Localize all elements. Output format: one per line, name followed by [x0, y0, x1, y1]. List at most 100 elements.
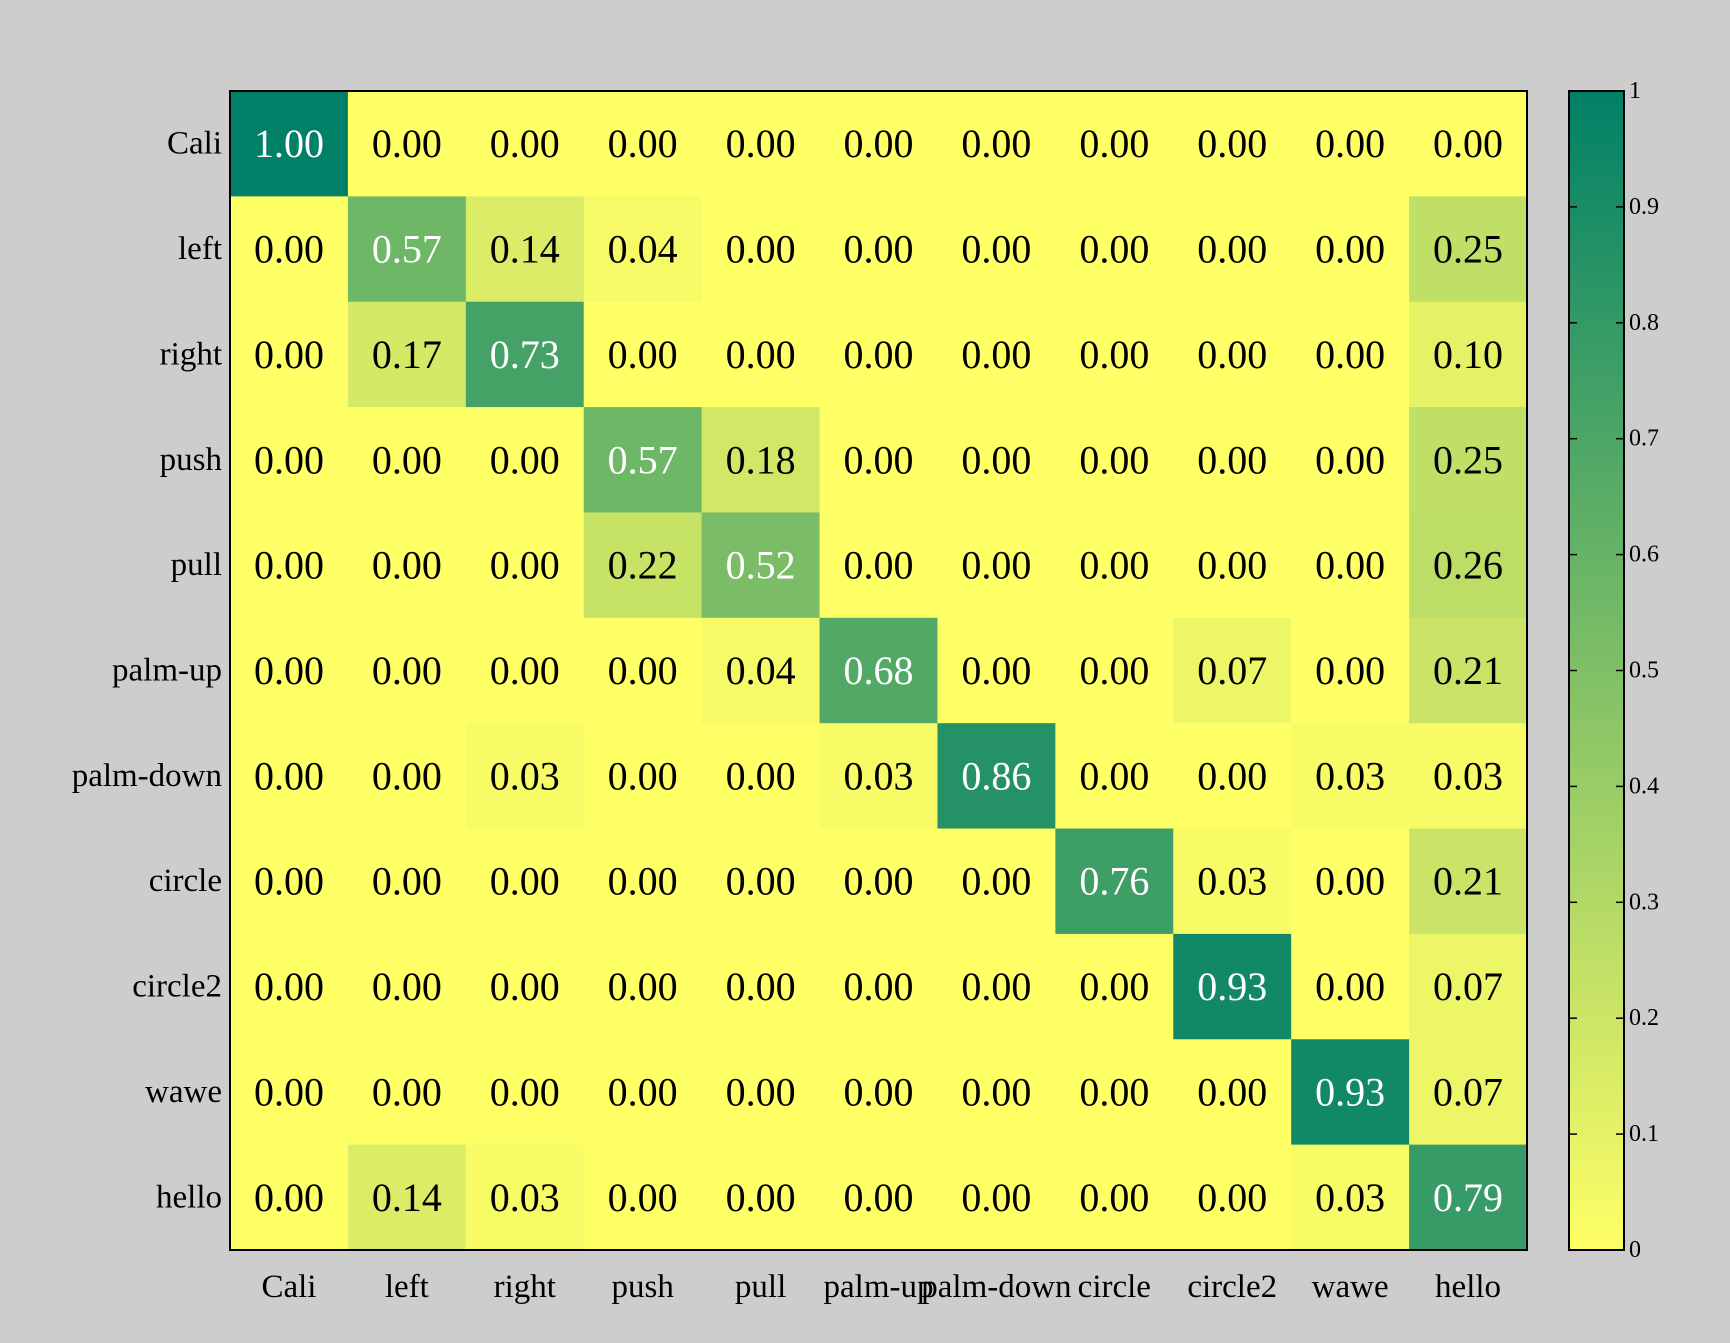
cell-value-label: 0.00: [726, 859, 796, 904]
cell-value-label: 0.00: [372, 648, 442, 693]
heatmap-cell: [465, 1039, 585, 1146]
y-tick-label: left: [178, 231, 222, 267]
colorbar-tick-label: 0.7: [1629, 426, 1659, 452]
cell-value-label: 0.00: [961, 1069, 1031, 1114]
heatmap-cell: [347, 407, 467, 514]
cell-value-label: 0.57: [372, 227, 442, 272]
cell-value-label: 0.57: [608, 437, 678, 482]
heatmap-cell: [1409, 91, 1528, 197]
heatmap-cell: [819, 933, 939, 1040]
heatmap-cell: [347, 196, 467, 303]
cell-value-label: 0.00: [372, 753, 442, 798]
heatmap-cell: [583, 196, 703, 303]
cell-value-label: 0.00: [1079, 964, 1149, 1009]
heatmap-cell: [230, 512, 349, 619]
heatmap-cell: [819, 91, 939, 197]
cell-value-label: 0.22: [608, 543, 678, 588]
cell-value-label: 0.00: [726, 227, 796, 272]
heatmap-cell: [819, 1144, 939, 1251]
heatmap-cell: [1409, 828, 1528, 935]
cell-value-label: 0.00: [1079, 753, 1149, 798]
x-tick-label: wawe: [1312, 1269, 1389, 1305]
cell-value-label: 0.76: [1079, 859, 1149, 904]
cell-value-label: 0.93: [1315, 1069, 1385, 1114]
cell-value-label: 0.00: [608, 332, 678, 377]
heatmap-cell: [347, 723, 467, 830]
cell-value-label: 0.00: [490, 648, 560, 693]
heatmap-cell: [1291, 1144, 1410, 1251]
heatmap-cell: [1173, 196, 1292, 303]
heatmap-cell: [1055, 91, 1174, 197]
heatmap-cell: [1409, 1144, 1528, 1251]
heatmap-cell: [701, 1039, 821, 1146]
colorbar-tick-label: 0: [1629, 1237, 1641, 1263]
cell-value-label: 0.00: [254, 753, 324, 798]
colorbar-ticks: 0 0.1 0.2 0.3 0.4 0.5 0.6 0.7 0.8 0.9 1: [1569, 78, 1659, 1263]
heatmap-cell: [230, 301, 349, 408]
cell-value-label: 0.14: [490, 227, 560, 272]
cell-value-label: 0.00: [844, 121, 914, 166]
cell-value-label: 0.00: [961, 964, 1031, 1009]
heatmap-cell: [937, 301, 1056, 408]
cell-value-label: 0.00: [490, 859, 560, 904]
cell-value-label: 0.00: [1315, 437, 1385, 482]
cell-value-label: 0.00: [726, 121, 796, 166]
heatmap-cell: [819, 723, 939, 830]
cell-value-label: 0.00: [844, 332, 914, 377]
cell-value-label: 0.00: [844, 859, 914, 904]
cell-value-label: 0.00: [254, 437, 324, 482]
cell-value-label: 0.07: [1433, 964, 1503, 1009]
colorbar: [1569, 91, 1624, 1250]
y-tick-label: push: [160, 442, 223, 478]
heatmap-cell: [230, 933, 349, 1040]
heatmap-cell: [230, 723, 349, 830]
y-tick-label: hello: [156, 1179, 222, 1215]
heatmap-cell: [937, 91, 1056, 197]
cell-value-label: 0.00: [844, 1175, 914, 1220]
heatmap-cell: [465, 301, 585, 408]
colorbar-tick-label: 1: [1629, 78, 1641, 104]
cell-value-label: 0.00: [961, 121, 1031, 166]
heatmap-cell: [937, 1144, 1056, 1251]
heatmap-cell: [1291, 617, 1410, 724]
colorbar-tick-label: 0.1: [1629, 1121, 1659, 1147]
heatmap-cell: [465, 617, 585, 724]
heatmap-cell: [1173, 301, 1292, 408]
heatmap-cell: [1409, 407, 1528, 514]
y-tick-label: Cali: [167, 126, 222, 162]
cell-value-label: 0.00: [726, 964, 796, 1009]
heatmap-cell: [583, 617, 703, 724]
heatmap-cell: [347, 617, 467, 724]
heatmap-cell: [701, 723, 821, 830]
colorbar-tick-label: 0.9: [1629, 194, 1659, 220]
cell-value-label: 0.00: [254, 227, 324, 272]
heatmap-cell: [230, 1144, 349, 1251]
cell-value-label: 0.00: [490, 543, 560, 588]
cell-value-label: 0.00: [1315, 543, 1385, 588]
heatmap-cell: [701, 91, 821, 197]
cell-value-label: 0.17: [372, 332, 442, 377]
heatmap-cell: [1173, 512, 1292, 619]
cell-value-label: 0.00: [1433, 121, 1503, 166]
heatmap-cell: [1291, 1039, 1410, 1146]
cell-value-label: 0.00: [608, 121, 678, 166]
heatmap-cell: [1173, 617, 1292, 724]
heatmap-cell: [583, 301, 703, 408]
heatmap-cell: [465, 512, 585, 619]
cell-value-label: 0.25: [1433, 437, 1503, 482]
heatmap-cell: [1409, 196, 1528, 303]
heatmap-cell: [1291, 512, 1410, 619]
heatmap-cell: [819, 617, 939, 724]
heatmap-cell: [1409, 617, 1528, 724]
heatmap-cell: [819, 828, 939, 935]
heatmap-cell: [1055, 301, 1174, 408]
cell-value-label: 0.00: [490, 964, 560, 1009]
heatmap-cell: [701, 933, 821, 1040]
cell-value-label: 0.04: [726, 648, 796, 693]
cell-value-label: 0.00: [961, 543, 1031, 588]
cell-value-label: 0.00: [961, 437, 1031, 482]
cell-value-label: 0.00: [254, 1069, 324, 1114]
heatmap-cell: [1055, 723, 1174, 830]
y-tick-label: palm-down: [72, 758, 222, 794]
